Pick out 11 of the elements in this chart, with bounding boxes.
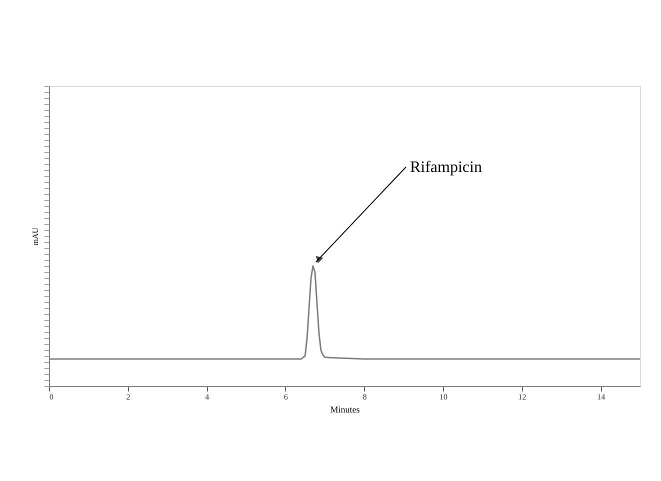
x-tick-label: 6 xyxy=(284,392,288,402)
x-tick-label: 14 xyxy=(597,392,606,402)
x-tick-label: 0 xyxy=(50,392,54,402)
annotation: Rifampicin xyxy=(410,159,482,176)
x-tick-label: 12 xyxy=(518,392,526,402)
x-tick-label: 4 xyxy=(205,392,210,402)
x-tick-label: 2 xyxy=(126,392,130,402)
x-tick-label: 10 xyxy=(440,392,448,402)
x-tick-label: 8 xyxy=(362,392,367,402)
x-axis-title: Minutes xyxy=(330,404,360,414)
y-axis-title: mAU xyxy=(31,227,40,246)
